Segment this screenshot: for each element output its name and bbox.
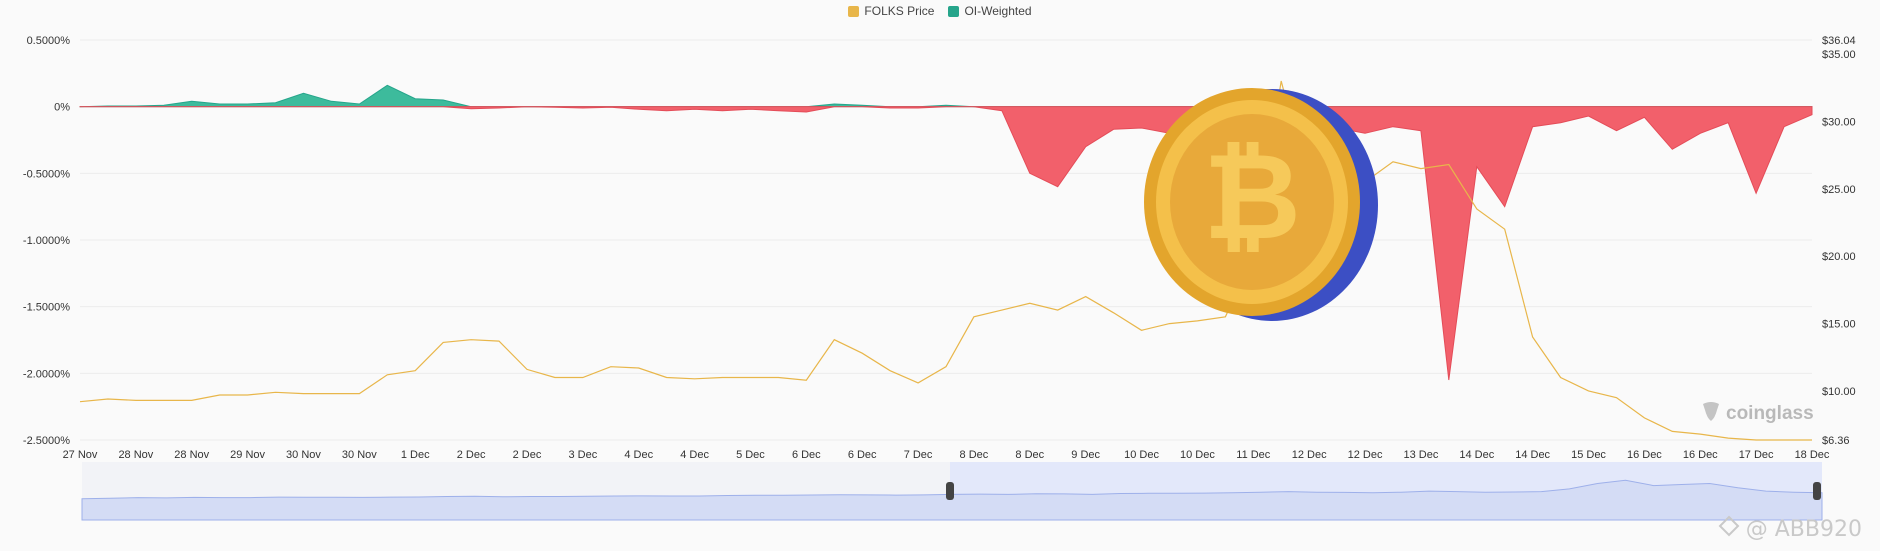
x-tick-label: 2 Dec: [513, 449, 542, 461]
y-left-tick-label: -1.0000%: [23, 235, 70, 247]
y-right-tick-label: $36.04: [1822, 35, 1856, 47]
x-tick-label: 14 Dec: [1459, 449, 1494, 461]
x-tick-label: 17 Dec: [1739, 449, 1774, 461]
bitcoin-coin-icon: ₿: [1144, 88, 1378, 321]
navigator-handle-left[interactable]: [946, 482, 954, 500]
x-tick-label: 12 Dec: [1292, 449, 1327, 461]
y-left-tick-label: -2.5000%: [23, 435, 70, 447]
x-tick-label: 28 Nov: [118, 449, 153, 461]
x-tick-label: 10 Dec: [1124, 449, 1159, 461]
x-tick-label: 13 Dec: [1403, 449, 1438, 461]
watermark-text: @ ABB920: [1745, 516, 1862, 542]
coinglass-label: coinglass: [1726, 403, 1814, 424]
x-tick-label: 9 Dec: [1071, 449, 1100, 461]
legend-swatch-folks-price: [848, 5, 860, 17]
legend-item-oi-weighted[interactable]: OI-Weighted: [948, 4, 1032, 18]
x-tick-label: 8 Dec: [1015, 449, 1044, 461]
legend-label-oi-weighted: OI-Weighted: [964, 4, 1032, 18]
x-tick-label: 11 Dec: [1236, 449, 1271, 461]
x-tick-label: 12 Dec: [1348, 449, 1383, 461]
x-tick-label: 16 Dec: [1683, 449, 1718, 461]
y-right-tick-label: $10.00: [1822, 386, 1856, 398]
y-right-tick-label: $15.00: [1822, 319, 1856, 331]
x-tick-label: 30 Nov: [286, 449, 321, 461]
legend: FOLKS Price OI-Weighted: [0, 4, 1880, 18]
x-tick-label: 7 Dec: [904, 449, 933, 461]
x-tick-label: 16 Dec: [1627, 449, 1662, 461]
x-tick-label: 14 Dec: [1515, 449, 1550, 461]
svg-text:₿: ₿: [1203, 128, 1301, 267]
x-tick-label: 6 Dec: [792, 449, 821, 461]
x-tick-label: 30 Nov: [342, 449, 377, 461]
navigator-handle-right[interactable]: [1813, 482, 1821, 500]
series-oi-weighted-positive-area: [79, 84, 1813, 108]
y-right-tick-label: $30.00: [1822, 116, 1856, 128]
legend-swatch-oi-weighted: [948, 5, 960, 17]
x-tick-label: 6 Dec: [848, 449, 877, 461]
navigator-area: [81, 479, 1823, 521]
series-oi-weighted-negative-area: [79, 106, 1813, 381]
x-tick-label: 27 Nov: [63, 449, 98, 461]
y-left-tick-label: -2.0000%: [23, 368, 70, 380]
coinglass-icon: [1700, 400, 1722, 428]
x-tick-label: 2 Dec: [457, 449, 486, 461]
y-right-tick-label: $20.00: [1822, 251, 1856, 263]
x-tick-label: 28 Nov: [174, 449, 209, 461]
coinglass-logo: coinglass: [1700, 400, 1814, 428]
y-right-tick-label: $25.00: [1822, 184, 1856, 196]
y-left-tick-label: 0.5000%: [27, 35, 71, 47]
y-left-tick-label: 0%: [54, 102, 70, 114]
x-tick-label: 4 Dec: [680, 449, 709, 461]
x-tick-label: 8 Dec: [960, 449, 989, 461]
series-folks-price-line: [79, 80, 1812, 441]
y-left-tick-label: -1.5000%: [23, 302, 70, 314]
x-tick-label: 3 Dec: [568, 449, 597, 461]
y-left-tick-label: -0.5000%: [23, 168, 70, 180]
x-tick-label: 18 Dec: [1795, 449, 1830, 461]
watermark: @ ABB920: [1718, 515, 1862, 543]
x-tick-label: 10 Dec: [1180, 449, 1215, 461]
watermark-icon: [1718, 515, 1740, 543]
legend-item-folks-price[interactable]: FOLKS Price: [848, 4, 934, 18]
y-right-tick-label: $35.00: [1822, 49, 1856, 61]
x-tick-label: 15 Dec: [1571, 449, 1606, 461]
y-right-tick-label: $6.36: [1822, 435, 1850, 447]
x-tick-label: 4 Dec: [624, 449, 653, 461]
x-tick-label: 5 Dec: [736, 449, 765, 461]
legend-label-folks-price: FOLKS Price: [864, 4, 935, 18]
x-tick-label: 29 Nov: [230, 449, 265, 461]
x-tick-label: 1 Dec: [401, 449, 430, 461]
